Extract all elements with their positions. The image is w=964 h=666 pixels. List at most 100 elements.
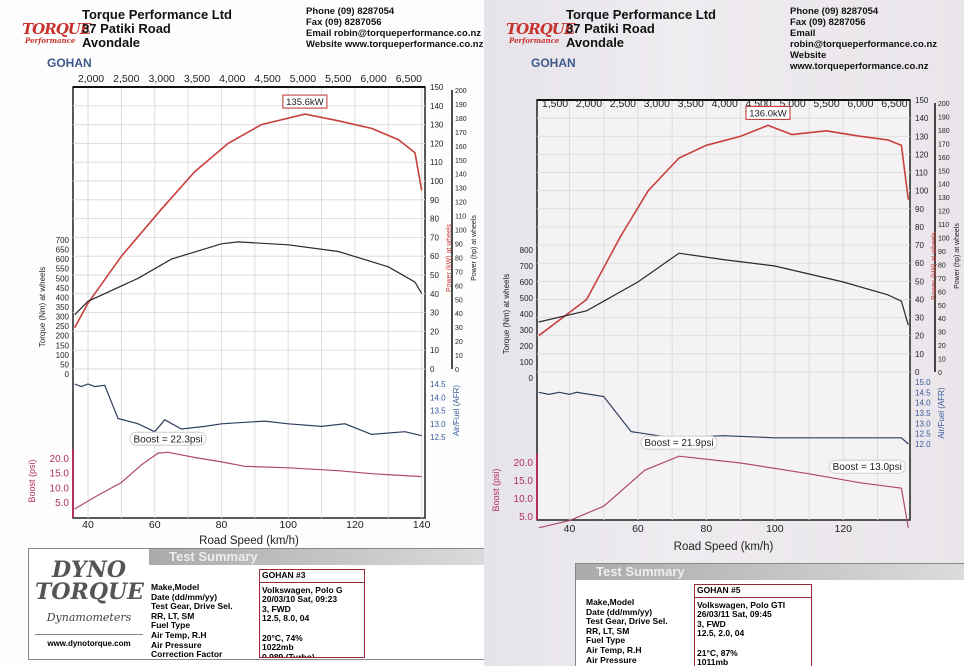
summary-value: 21°C, 87%: [697, 647, 738, 658]
hp-tick-label: 140: [938, 182, 950, 189]
torque-tick-label: 450: [56, 284, 70, 293]
power-tick-label: 50: [430, 271, 439, 280]
hp-tick-label: 130: [455, 186, 467, 193]
torque-tick-label: 800: [520, 246, 534, 255]
power-tick-label: 140: [915, 114, 929, 123]
peak-power-label: 136.0kW: [749, 108, 787, 119]
email: Email robin@torqueperformance.co.nz: [306, 28, 482, 39]
hp-tick-label: 110: [455, 214, 466, 221]
rpm-tick-label: 2,000: [78, 73, 104, 85]
hp-tick-label: 160: [938, 155, 950, 162]
rpm-tick-label: 4,500: [254, 73, 280, 85]
summary-label: Fuel Type: [586, 635, 626, 646]
power-tick-label: 10: [915, 350, 924, 359]
summary-value: 12.5, 8.0, 04: [262, 613, 310, 624]
test-summary: Test Summary DYNO TORQUE Dynamometers ww…: [28, 548, 484, 660]
email: Email robin@torqueperformance.co.nz: [790, 28, 938, 50]
hp-tick-label: 10: [455, 353, 463, 360]
x-tick-label: 120: [346, 519, 364, 531]
company-street: 37 Patiki Road: [566, 21, 655, 36]
power-tick-label: 80: [430, 215, 439, 224]
x-axis-label: Road Speed (km/h): [674, 541, 774, 553]
hp-tick-label: 20: [455, 339, 463, 346]
torque-tick-label: 650: [56, 246, 70, 255]
rpm-tick-label: 6,000: [360, 73, 386, 85]
power-tick-label: 40: [430, 290, 439, 299]
hp-tick-label: 130: [938, 195, 950, 202]
power-curve: [73, 113, 423, 328]
hp-tick-label: 180: [455, 116, 467, 123]
peak-boost-callout: Boost = 22.3psi: [129, 431, 207, 446]
peak-power-box: [745, 105, 791, 120]
end-boost-callout: Boost = 13.0psi: [828, 459, 906, 474]
afr-tick-label: 15.0: [915, 378, 931, 387]
rpm-tick-label: 2,500: [113, 73, 139, 85]
company-suburb: Avondale: [566, 35, 625, 50]
rpm-tick-label: 2,000: [576, 98, 602, 110]
plot-frame: [536, 99, 911, 521]
x-tick-label: 60: [149, 519, 161, 531]
hp-tick-label: 80: [455, 255, 463, 262]
rpm-tick-label: 3,500: [678, 98, 704, 110]
power-tick-label: 80: [915, 223, 924, 232]
boost-curve: [538, 455, 909, 529]
phone: Phone (09) 8287054: [306, 6, 395, 17]
afr-curve: [538, 391, 909, 445]
power-tick-label: 50: [915, 277, 924, 286]
peak-boost-box: [640, 435, 718, 450]
power-tick-label: 150: [915, 96, 929, 105]
power-tick-label: 100: [915, 187, 929, 196]
website: Website www.torqueperformance.co.nz: [790, 50, 929, 72]
summary-label: Date (dd/mm/yy): [586, 606, 653, 617]
summary-label: Fuel Type: [151, 620, 191, 631]
plot-frame: [72, 86, 426, 519]
hp-tick-label: 190: [938, 114, 950, 121]
torque-tick-label: 600: [520, 278, 534, 287]
torque-performance-logo: TORQUE Performance: [22, 20, 91, 45]
summary-labels: Make,Model Date (dd/mm/yy) Test Gear, Driv…: [586, 597, 668, 666]
hp-tick-label: 80: [938, 262, 946, 269]
torque-tick-label: 600: [56, 255, 70, 264]
chart-group: 1,500 2,000 2,500 3,000 3,500 4,000 4,500 5,000…: [491, 96, 961, 553]
summary-label: Make,Model: [586, 597, 635, 607]
power-tick-label: 0: [430, 365, 435, 374]
afr-tick-label: 13.0: [915, 419, 931, 428]
power-tick-label: 120: [915, 150, 929, 159]
hp-tick-label: 100: [938, 236, 950, 243]
power-tick-label: 90: [430, 196, 439, 205]
run-name: GOHAN #3: [260, 570, 364, 583]
hp-tick-label: 120: [455, 200, 467, 207]
summary-label: RR, LT, SM: [586, 625, 630, 636]
summary-value: 20/03/10 Sat, 09:23: [262, 594, 338, 605]
hp-tick-label: 180: [938, 128, 950, 135]
hp-tick-label: 170: [455, 130, 467, 137]
x-axis-label: Road Speed (km/h): [199, 535, 299, 547]
hp-tick-label: 140: [455, 172, 467, 179]
torque-axis-label: Torque (Nm) at wheels: [502, 274, 511, 354]
website: Website www.torqueperformance.co.nz: [306, 39, 484, 50]
hp-tick-label: 90: [938, 249, 946, 256]
hp-tick-label: 150: [938, 168, 950, 175]
torque-tick-label: 500: [56, 274, 70, 283]
boost-tick-label: 20.0: [514, 458, 534, 469]
summary-value: 1011mb: [697, 657, 729, 666]
torque-tick-label: 550: [56, 265, 70, 274]
power-tick-label: 110: [430, 158, 443, 167]
rpm-tick-label: 6,500: [396, 73, 422, 85]
power-tick-label: 60: [915, 259, 924, 268]
hp-tick-label: 20: [938, 343, 946, 350]
afr-tick-label: 13.5: [430, 407, 446, 416]
power-curve: [538, 124, 910, 337]
company-street: 37 Patiki Road: [82, 21, 171, 36]
peak-boost-label: Boost = 21.9psi: [644, 438, 713, 449]
afr-tick-label: 14.0: [915, 399, 931, 408]
contact-info: Phone (09) 8287054 Fax (09) 8287056 Emai…: [790, 6, 964, 72]
peak-power-callout: 136.0kW: [745, 105, 791, 120]
hp-tick-label: 120: [938, 209, 950, 216]
end-boost-label: Boost = 13.0psi: [833, 462, 902, 473]
peak-boost-box: [129, 431, 207, 446]
summary-values: GOHAN #3 Volkswagen, Polo G 20/03/10 Sat,…: [259, 569, 365, 658]
hp-tick-label: 50: [938, 303, 946, 310]
rpm-tick-label: 4,000: [219, 73, 245, 85]
torque-tick-label: 700: [56, 236, 70, 245]
